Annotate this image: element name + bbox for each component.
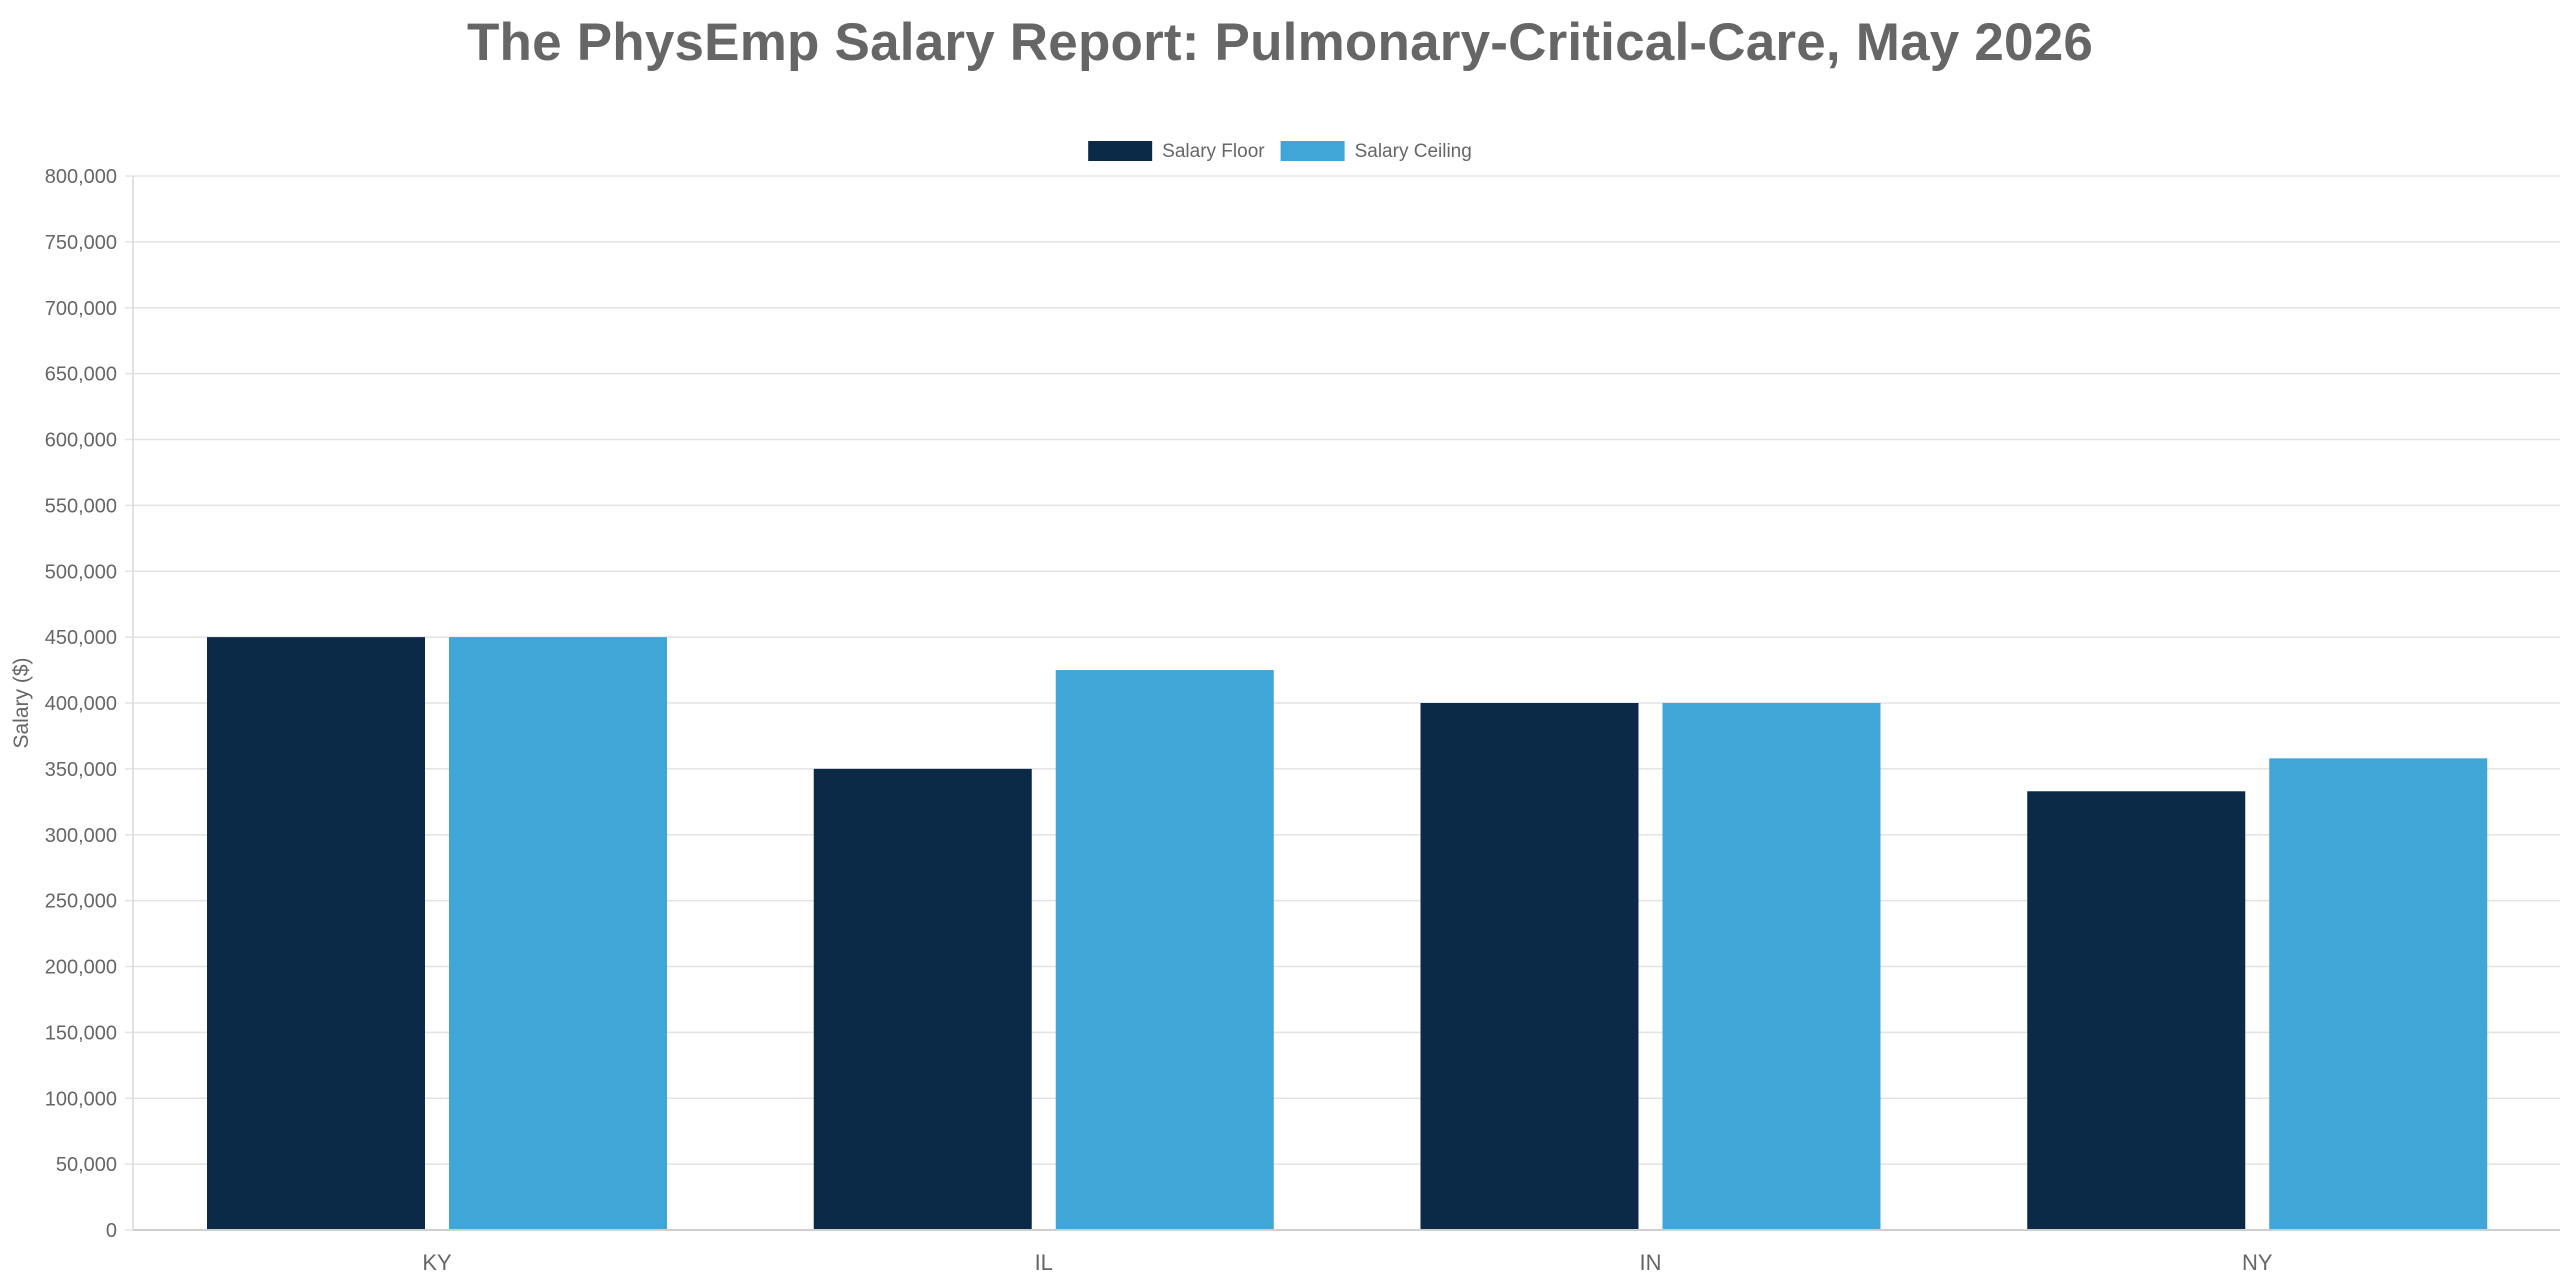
bar-salary-floor-ny[interactable] [2027,791,2246,1230]
bar-salary-floor-in[interactable] [1420,703,1639,1230]
bar-salary-floor-ky[interactable] [207,637,425,1230]
x-tick-label: KY [422,1250,452,1275]
y-tick-label: 550,000 [45,495,117,517]
legend-swatch-salary-floor[interactable] [1088,141,1153,161]
y-tick-label: 400,000 [45,693,117,715]
y-axis-title: Salary ($) [10,657,33,748]
bar-salary-ceiling-ky[interactable] [449,637,667,1230]
bar-salary-floor-il[interactable] [813,768,1032,1230]
x-tick-label: IL [1035,1250,1053,1275]
axes [132,176,2560,1231]
y-tick-label: 500,000 [45,561,117,583]
y-axis-ticks: 0 50,000 100,000 150,000 200,000 250,000 300,0… [45,166,117,1242]
legend-swatch-salary-ceiling[interactable] [1280,141,1345,161]
y-tick-label: 150,000 [45,1022,117,1044]
y-tick-label: 700,000 [45,298,117,320]
y-tick-label: 250,000 [45,891,117,913]
y-tick-label: 200,000 [45,957,117,979]
legend-label-salary-ceiling[interactable]: Salary Ceiling [1355,141,1472,162]
y-tick-label: 100,000 [45,1088,117,1110]
y-tick-label: 300,000 [45,825,117,847]
y-tick-label: 800,000 [45,166,117,188]
y-tick-label: 650,000 [45,364,117,386]
bar-salary-ceiling-in[interactable] [1662,703,1881,1230]
x-tick-label: IN [1640,1250,1662,1275]
y-tick-label: 0 [106,1220,117,1242]
y-tick-label: 350,000 [45,759,117,781]
y-tick-label: 50,000 [56,1154,117,1176]
bars [207,637,2488,1230]
x-tick-label: NY [2242,1250,2273,1275]
y-tick-label: 750,000 [45,232,117,254]
legend-label-salary-floor[interactable]: Salary Floor [1162,141,1265,162]
bar-salary-ceiling-il[interactable] [1055,670,1274,1230]
y-tick-label: 600,000 [45,430,117,452]
bar-salary-ceiling-ny[interactable] [2269,758,2488,1230]
chart-title: The PhysEmp Salary Report: Pulmonary-Cri… [466,13,2094,72]
y-tick-label: 450,000 [45,627,117,649]
legend[interactable]: Salary Floor Salary Ceiling [1088,141,1472,162]
x-axis-ticks: KY IL IN NY [422,1250,2273,1275]
